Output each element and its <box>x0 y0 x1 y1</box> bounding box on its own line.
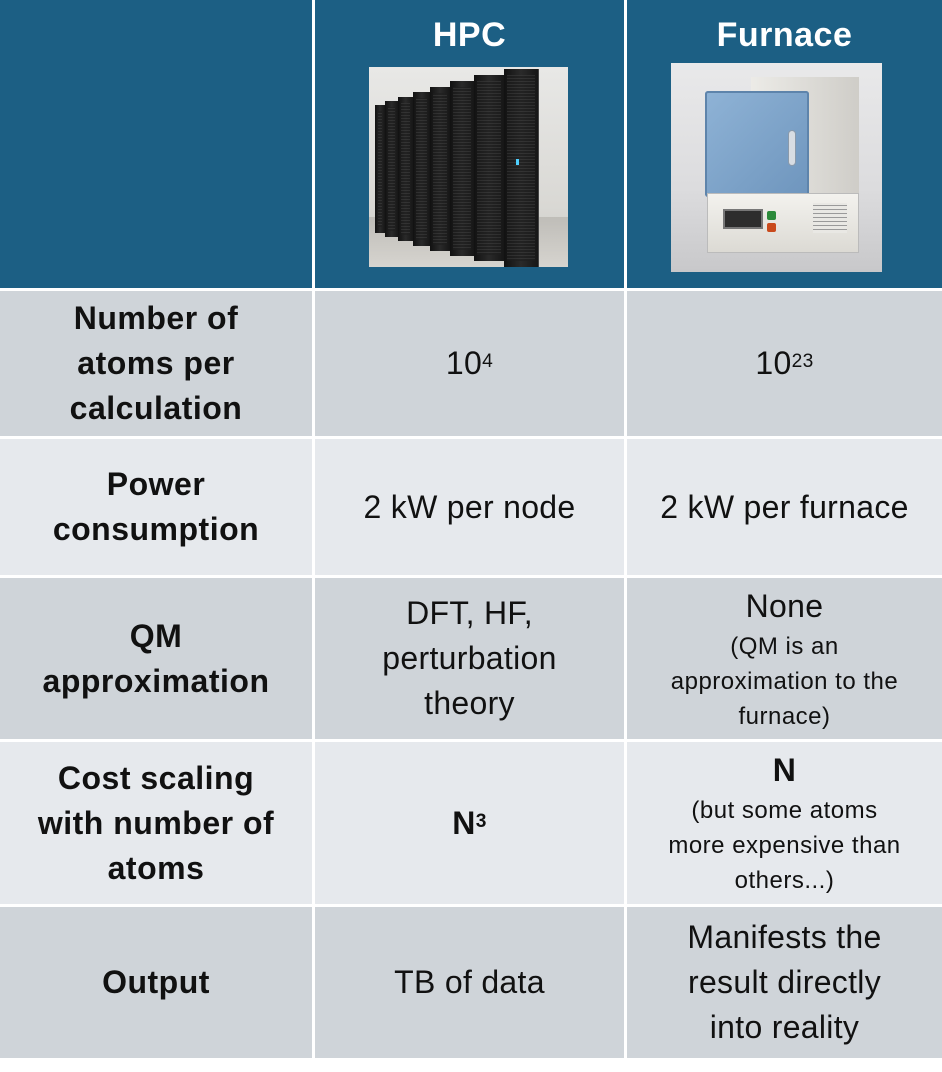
hpc-power-cell: 2 kW per node <box>315 439 624 575</box>
furnace-power-value: 2 kW per furnace <box>660 488 909 525</box>
row-label-power: Power consumption <box>0 439 312 575</box>
hpc-qm-cell: DFT, HF, perturbation theory <box>315 578 624 739</box>
furnace-cost-value: N <box>772 752 797 788</box>
furnace-output-line: result directly <box>688 964 881 1000</box>
furnace-power-cell: 2 kW per furnace <box>627 439 942 575</box>
row-label-line: Cost scaling <box>57 759 255 796</box>
row-label-line: atoms per <box>77 345 235 381</box>
hpc-atoms-cell: 104 <box>315 291 624 436</box>
hpc-output-value: TB of data <box>394 964 545 1000</box>
furnace-cost-cell: N (but some atoms more expensive than ot… <box>627 742 942 904</box>
furnace-image <box>671 63 882 272</box>
row-label-line: QM <box>129 617 183 654</box>
furnace-qm-value: None <box>745 587 824 624</box>
furnace-output-line: Manifests the <box>687 919 882 955</box>
furnace-cost-note: more expensive than <box>668 832 901 859</box>
furnace-qm-note: (QM is an <box>730 632 839 660</box>
row-label-cost: Cost scaling with number of atoms <box>0 742 312 904</box>
row-label-qm: QM approximation <box>0 578 312 739</box>
hpc-qm-line: theory <box>424 685 515 721</box>
furnace-cost-note: (but some atoms <box>691 797 878 824</box>
furnace-atoms-cell: 1023 <box>627 291 942 436</box>
hpc-atoms-value: 104 <box>445 345 494 381</box>
hpc-power-value: 2 kW per node <box>363 488 576 525</box>
header-empty-cell <box>0 0 312 288</box>
furnace-qm-note: approximation to the <box>670 667 899 695</box>
hpc-title: HPC <box>432 16 507 54</box>
row-label-line: calculation <box>69 390 243 426</box>
row-label-line: consumption <box>52 511 260 547</box>
row-label-atoms: Number of atoms per calculation <box>0 291 312 436</box>
hpc-cost-value: N3 <box>452 804 487 841</box>
row-label-output: Output <box>0 907 312 1058</box>
hpc-qm-line: DFT, HF, <box>406 595 533 631</box>
row-label-line: atoms <box>107 849 205 886</box>
furnace-atoms-value: 1023 <box>755 345 814 381</box>
row-label-line: Output <box>102 964 210 1000</box>
hpc-cost-cell: N3 <box>315 742 624 904</box>
furnace-cost-note: others...) <box>734 867 835 894</box>
row-label-line: with number of <box>37 804 275 841</box>
row-label-line: Number of <box>73 300 239 336</box>
row-label-line: Power <box>106 466 206 502</box>
furnace-output-line: into reality <box>709 1009 860 1045</box>
hpc-qm-line: perturbation <box>382 640 557 676</box>
hpc-server-rack-image <box>369 67 568 267</box>
furnace-qm-note: furnace) <box>738 702 831 730</box>
furnace-title: Furnace <box>716 16 853 54</box>
row-label-line: approximation <box>42 662 270 699</box>
furnace-output-cell: Manifests the result directly into reali… <box>627 907 942 1058</box>
hpc-output-cell: TB of data <box>315 907 624 1058</box>
furnace-qm-cell: None (QM is an approximation to the furn… <box>627 578 942 739</box>
